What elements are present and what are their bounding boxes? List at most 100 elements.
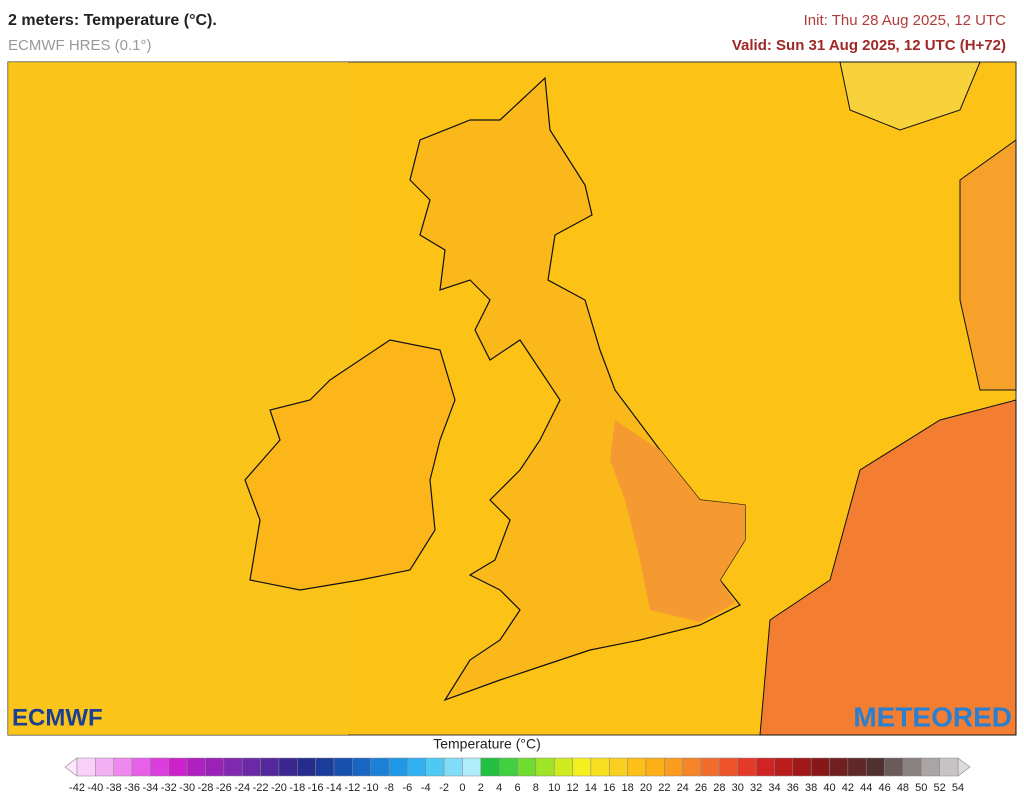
- colorbar-swatch: [737, 757, 757, 777]
- colorbar-tick-label: -24: [234, 782, 250, 794]
- warm-east-england: [610, 420, 745, 622]
- colorbar-swatch: [168, 757, 188, 777]
- colorbar-swatch: [297, 757, 316, 777]
- colorbar-tick-label: 28: [713, 782, 725, 794]
- colorbar-swatch: [131, 757, 151, 777]
- colorbar-swatch: [572, 757, 592, 777]
- colorbar-tick-label: 32: [750, 782, 762, 794]
- colorbar-tick-label: 22: [658, 782, 670, 794]
- colorbar-tick-label: 8: [533, 782, 539, 794]
- colorbar-tick-label: -4: [421, 782, 431, 794]
- colorbar-tick-label: -22: [253, 782, 269, 794]
- colorbar-swatch: [517, 757, 537, 777]
- colorbar-tick-label: -2: [439, 782, 449, 794]
- denmark: [959, 139, 1017, 391]
- colorbar-swatch: [829, 757, 849, 777]
- colorbar-tick-label: -14: [326, 782, 342, 794]
- colorbar-swatch: [150, 757, 170, 777]
- colorbar-swatch: [352, 757, 371, 777]
- colorbar-swatch: [719, 757, 738, 777]
- colorbar-swatch: [865, 757, 885, 777]
- colorbar-swatch: [939, 757, 959, 777]
- colorbar-tick-label: 4: [496, 782, 502, 794]
- colorbar-swatch: [76, 757, 96, 777]
- colorbar-swatch: [95, 757, 114, 777]
- map-title: 2 meters: Temperature (°C).: [8, 12, 217, 29]
- colorbar-swatch: [921, 757, 940, 777]
- colorbar-tick-label: 48: [897, 782, 909, 794]
- colorbar-swatch: [260, 757, 280, 777]
- ecmwf-logo: ECMWF: [12, 704, 103, 731]
- colorbar-tick-label: -30: [179, 782, 195, 794]
- colorbar-tick-label: -36: [124, 782, 140, 794]
- colorbar-swatch: [205, 757, 225, 777]
- colorbar-swatch: [315, 757, 335, 777]
- colorbar-swatch: [810, 757, 830, 777]
- colorbar-tick-label: 34: [768, 782, 780, 794]
- colorbar-swatch: [609, 757, 628, 777]
- colorbar-swatch: [902, 757, 922, 777]
- meteored-logo: METEORED: [853, 701, 1012, 732]
- colorbar-tick-label: -38: [106, 782, 122, 794]
- colorbar-swatch: [480, 757, 500, 777]
- colorbar-tick-label: 52: [934, 782, 946, 794]
- colorbar-swatch: [682, 757, 702, 777]
- colorbar-swatch: [278, 757, 298, 777]
- colorbar-tick-label: -16: [308, 782, 324, 794]
- colorbar-tick-label: 0: [459, 782, 465, 794]
- colorbar-swatch: [407, 757, 426, 777]
- colorbar-swatch: [664, 757, 683, 777]
- colorbar-tick-label: -8: [384, 782, 394, 794]
- colorbar-swatch: [498, 757, 518, 777]
- colorbar-tick-label: 16: [603, 782, 615, 794]
- colorbar-swatch: [645, 757, 665, 777]
- colorbar-title: Temperature (°C): [433, 736, 541, 752]
- colorbar-tick-label: -10: [363, 782, 379, 794]
- colorbar-tick-label: 26: [695, 782, 707, 794]
- colorbar-tick-label: 2: [478, 782, 484, 794]
- colorbar-swatch: [553, 757, 573, 777]
- colorbar-swatch: [627, 757, 647, 777]
- colorbar-tick-label: 42: [842, 782, 854, 794]
- colorbar-tick-label: -18: [289, 782, 305, 794]
- colorbar-swatch: [443, 757, 463, 777]
- colorbar-swatch: [370, 757, 390, 777]
- colorbar-tick-label: -34: [142, 782, 158, 794]
- map: ECMWF METEORED: [7, 61, 1017, 736]
- colorbar-swatch: [223, 757, 243, 777]
- colorbar-low-arrow: [64, 757, 78, 777]
- colorbar-tick-label: 30: [732, 782, 744, 794]
- colorbar-tick-label: 6: [514, 782, 520, 794]
- colorbar-tick-label: -20: [271, 782, 287, 794]
- colorbar-tick-label: 38: [805, 782, 817, 794]
- colorbar-swatch: [847, 757, 867, 777]
- colorbar-tick-label: 54: [952, 782, 964, 794]
- colorbar-high-arrow: [957, 757, 971, 777]
- colorbar-swatch: [535, 757, 555, 777]
- colorbar-swatch: [792, 757, 812, 777]
- colorbar: -42 -40 -38 -36 -34 -32 -30 -28 -26 -24 -22 -20 -18-…: [64, 757, 971, 794]
- colorbar-swatch: [241, 757, 261, 777]
- colorbar-swatch: [700, 757, 720, 777]
- colorbar-tick-label: -12: [344, 782, 360, 794]
- low-countries: [759, 399, 1017, 736]
- colorbar-swatch: [425, 757, 445, 777]
- colorbar-swatch: [388, 757, 408, 777]
- sea-shade: [8, 62, 348, 735]
- colorbar-tick-label: 18: [622, 782, 634, 794]
- colorbar-tick-label: -32: [161, 782, 177, 794]
- init-time: Init: Thu 28 Aug 2025, 12 UTC: [804, 12, 1007, 29]
- colorbar-tick-label: 46: [878, 782, 890, 794]
- valid-time: Valid: Sun 31 Aug 2025, 12 UTC (H+72): [732, 37, 1006, 54]
- colorbar-swatch: [333, 757, 353, 777]
- colorbar-swatch: [755, 757, 775, 777]
- colorbar-swatch: [884, 757, 904, 777]
- colorbar-tick-label: -26: [216, 782, 232, 794]
- colorbar-swatch: [186, 757, 206, 777]
- colorbar-tick-label: -6: [402, 782, 412, 794]
- colorbar-tick-label: 14: [585, 782, 597, 794]
- colorbar-swatch: [113, 757, 133, 777]
- colorbar-swatch: [774, 757, 794, 777]
